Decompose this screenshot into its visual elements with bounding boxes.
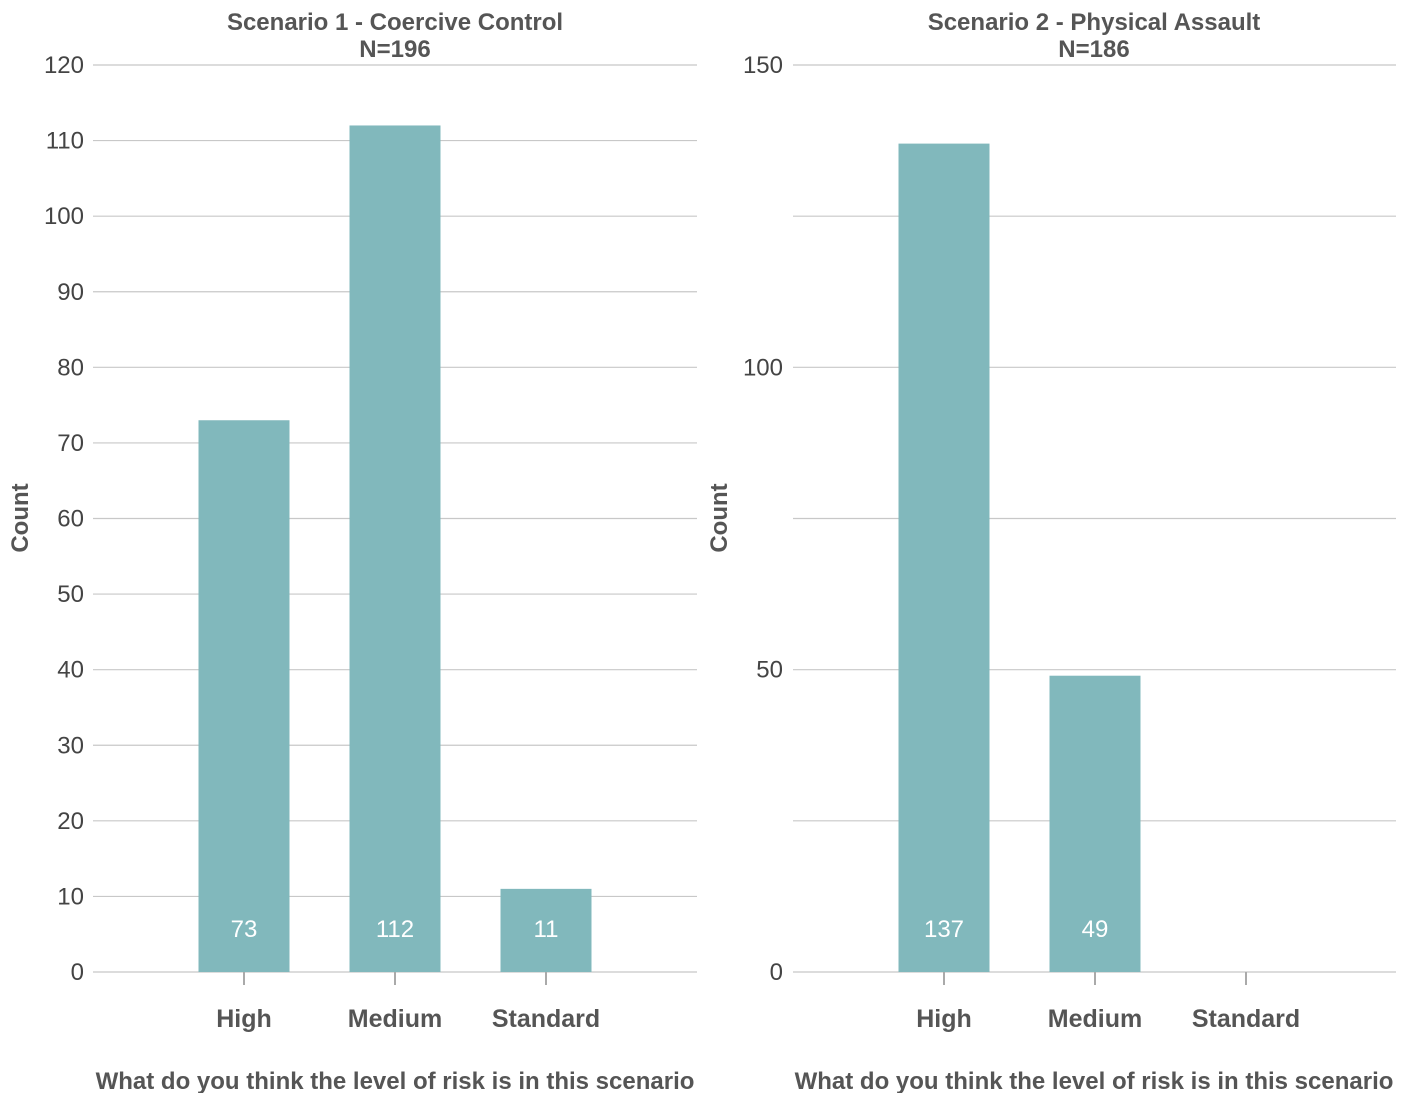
- y-tick-label: 0: [770, 959, 783, 986]
- y-tick-label: 40: [57, 657, 84, 684]
- bar-standard: [500, 888, 592, 972]
- chart-panel-1: 0 10 20 30 40 50 60 70 80 90 100 110 120 High 73 Medium…: [7, 9, 697, 1095]
- bar-medium: [1049, 675, 1141, 972]
- y-tick-label: 0: [71, 959, 84, 986]
- y-tick-label: 70: [57, 430, 84, 457]
- bar-value-label: 49: [1082, 916, 1109, 943]
- x-tick-label: Medium: [1048, 1005, 1142, 1033]
- x-axis-label: What do you think the level of risk is i…: [795, 1068, 1394, 1093]
- y-tick-label: 100: [44, 203, 84, 230]
- chart-title: Scenario 1 - Coercive Control: [227, 9, 563, 36]
- x-axis-label: What do you think the level of risk is i…: [96, 1068, 695, 1093]
- y-tick-label: 110: [46, 128, 84, 155]
- x-tick-label: High: [216, 1005, 272, 1033]
- y-tick-label: 80: [57, 354, 84, 381]
- y-tick-label: 30: [57, 732, 84, 759]
- bar-medium: [349, 125, 441, 972]
- y-tick-label: 20: [57, 808, 84, 835]
- x-tick-label: High: [916, 1005, 972, 1033]
- bar-high: [198, 420, 290, 972]
- y-axis-label: Count: [7, 483, 34, 552]
- chart-title: Scenario 2 - Physical Assault: [928, 9, 1261, 36]
- y-tick-label: 120: [44, 52, 84, 79]
- y-axis-label: Count: [706, 483, 733, 552]
- y-tick-label: 150: [743, 52, 783, 79]
- bar-value-label: 112: [376, 916, 414, 943]
- bar-value-label: 11: [534, 916, 559, 943]
- y-tick-label: 50: [57, 581, 84, 608]
- y-tick-label: 60: [57, 506, 84, 533]
- bar-value-label: 137: [924, 916, 964, 943]
- x-tick-label: Standard: [492, 1005, 600, 1033]
- bar-high: [898, 143, 990, 972]
- y-tick-label: 10: [57, 883, 84, 910]
- x-tick-label: Medium: [348, 1005, 442, 1033]
- chart-panel-2: 0 50 100 150 High 137 Medium 49 Standard Scenario…: [706, 9, 1396, 1095]
- chart-subtitle: N=196: [359, 36, 430, 63]
- y-tick-label: 100: [743, 354, 783, 381]
- chart-subtitle: N=186: [1058, 36, 1129, 63]
- y-tick-label: 50: [756, 657, 783, 684]
- y-tick-label: 90: [57, 279, 84, 306]
- bar-value-label: 73: [231, 916, 258, 943]
- x-tick-label: Standard: [1192, 1005, 1300, 1033]
